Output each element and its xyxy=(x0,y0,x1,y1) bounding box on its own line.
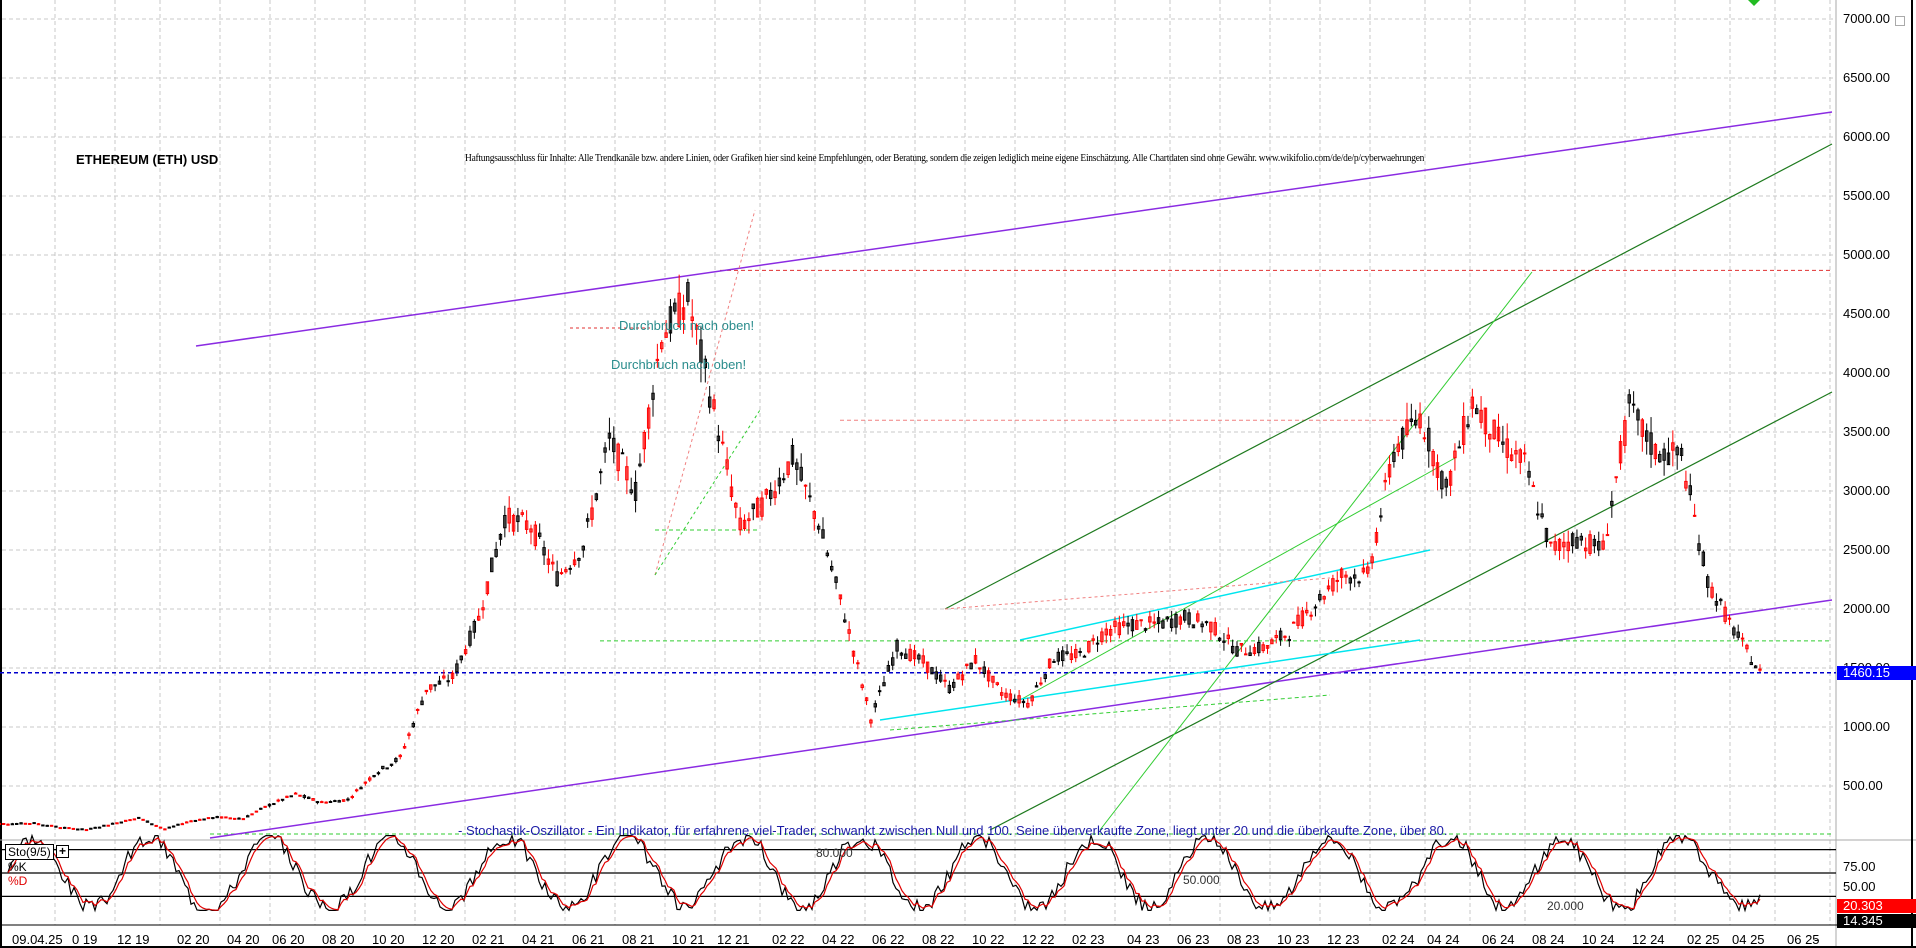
annotation-breakout-1: Durchbruch nach oben! xyxy=(619,318,755,333)
date-tick: 08 23 xyxy=(1227,932,1260,947)
date-tick: 08 21 xyxy=(622,932,655,947)
level-20-label: 20.000 xyxy=(1547,899,1584,913)
date-tick: 10 24 xyxy=(1582,932,1615,947)
date-tick: 12 22 xyxy=(1022,932,1055,947)
price-tick: 4000.00 xyxy=(1843,365,1890,380)
date-tick: 06 25 xyxy=(1787,932,1820,947)
sto-tick-75: 75.00 xyxy=(1843,859,1876,874)
expand-indicator-icon[interactable]: + xyxy=(56,845,69,858)
price-tick: 500.00 xyxy=(1843,778,1883,793)
price-tick: 6000.00 xyxy=(1843,129,1890,144)
price-tick: 2000.00 xyxy=(1843,601,1890,616)
date-tick: 02 23 xyxy=(1072,932,1105,947)
last-price-tag: 1460.15 xyxy=(1837,666,1916,680)
date-tick: 02 21 xyxy=(472,932,505,947)
sto-tick-50: 50.00 xyxy=(1843,879,1876,894)
legend-k: %K xyxy=(8,860,27,874)
date-tick: 09.04.25 xyxy=(12,932,63,947)
price-tick: 2500.00 xyxy=(1843,542,1890,557)
date-tick: 08 20 xyxy=(322,932,355,947)
price-tick: 4500.00 xyxy=(1843,306,1890,321)
price-tick: 5500.00 xyxy=(1843,188,1890,203)
date-tick: 06 22 xyxy=(872,932,905,947)
price-tick: 5000.00 xyxy=(1843,247,1890,262)
date-tick: 10 20 xyxy=(372,932,405,947)
price-tick: 7000.00 xyxy=(1843,11,1890,26)
stochastic-indicator-label[interactable]: Sto(9/5) xyxy=(5,844,54,860)
date-tick: 04 21 xyxy=(522,932,555,947)
level-80-label: 80.000 xyxy=(816,846,853,860)
price-tick: 3000.00 xyxy=(1843,483,1890,498)
date-tick: 06 23 xyxy=(1177,932,1210,947)
price-tick: 6500.00 xyxy=(1843,70,1890,85)
date-tick: 0 19 xyxy=(72,932,98,947)
date-tick: 12 24 xyxy=(1632,932,1665,947)
disclaimer-text: Haftungsausschluss für Inhalte: Alle Tre… xyxy=(465,152,1425,164)
date-tick: 06 24 xyxy=(1482,932,1515,947)
date-tick: 04 22 xyxy=(822,932,855,947)
date-tick: 04 25 xyxy=(1732,932,1765,947)
price-tick: 1000.00 xyxy=(1843,719,1890,734)
price-tick: 3500.00 xyxy=(1843,424,1890,439)
chart-title: ETHEREUM (ETH) USD xyxy=(76,152,219,167)
date-tick: 02 25 xyxy=(1687,932,1720,947)
collapse-panel-icon[interactable] xyxy=(1895,16,1905,26)
date-tick: 02 20 xyxy=(177,932,210,947)
date-tick: 06 20 xyxy=(272,932,305,947)
date-tick: 08 22 xyxy=(922,932,955,947)
level-50-label: 50.000 xyxy=(1183,873,1220,887)
date-tick: 10 22 xyxy=(972,932,1005,947)
date-tick: 04 23 xyxy=(1127,932,1160,947)
date-tick: 10 21 xyxy=(672,932,705,947)
stochastic-description: - Stochastik-Oszillator - Ein Indikator,… xyxy=(458,823,1448,838)
d-value-tag: 20.303 xyxy=(1837,899,1916,913)
date-tick: 02 22 xyxy=(772,932,805,947)
date-tick: 08 24 xyxy=(1532,932,1565,947)
date-tick: 12 23 xyxy=(1327,932,1360,947)
date-tick: - xyxy=(1814,932,1819,947)
legend-d: %D xyxy=(8,874,28,888)
annotation-breakout-2: Durchbruch nach oben! xyxy=(611,357,747,372)
date-tick: 06 21 xyxy=(572,932,605,947)
date-tick: 04 20 xyxy=(227,932,260,947)
date-tick: 02 24 xyxy=(1382,932,1415,947)
k-value-tag: 14.345 xyxy=(1837,914,1916,928)
date-tick: 12 20 xyxy=(422,932,455,947)
date-tick: 12 21 xyxy=(717,932,750,947)
date-tick: 12 19 xyxy=(117,932,150,947)
date-tick: 04 24 xyxy=(1427,932,1460,947)
date-tick: 10 23 xyxy=(1277,932,1310,947)
